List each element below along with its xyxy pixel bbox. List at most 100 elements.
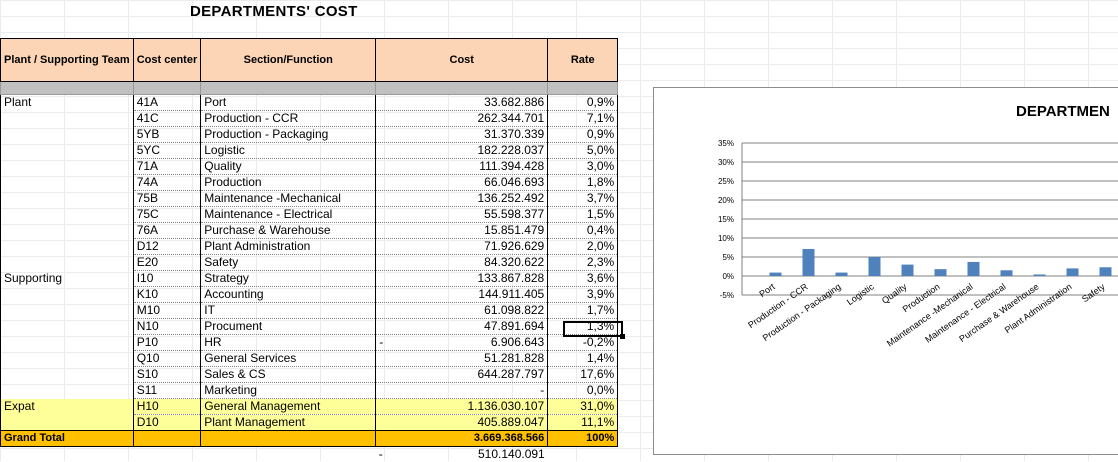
cell-cost-center[interactable]: I10 <box>133 271 201 287</box>
cell-rate[interactable]: 1,5% <box>548 207 618 223</box>
cell-cost[interactable]: 31.370.339 <box>376 127 548 143</box>
cell-cost[interactable]: 84.320.622 <box>376 255 548 271</box>
cell-rate[interactable]: 3,0% <box>548 159 618 175</box>
cell-cost[interactable]: 182.228.037 <box>376 143 548 159</box>
cell-cost-center[interactable]: 75B <box>133 191 201 207</box>
cell-cost-center[interactable]: 5YB <box>133 127 201 143</box>
cell-rate[interactable]: 11,1% <box>548 415 618 431</box>
cell-rate[interactable]: 0,0% <box>548 383 618 399</box>
cell-cost-center[interactable]: S11 <box>133 383 201 399</box>
cell-section[interactable]: Safety <box>201 255 376 271</box>
cell-section[interactable]: Port <box>201 95 376 111</box>
cell-cost-center[interactable]: 41C <box>133 111 201 127</box>
grand-total-cost[interactable]: 3.669.368.566 <box>376 431 548 447</box>
cell-group[interactable] <box>1 191 134 207</box>
cell-section[interactable]: Accounting <box>201 287 376 303</box>
cell-cost-center[interactable]: 75C <box>133 207 201 223</box>
cell-group[interactable] <box>1 303 134 319</box>
cell-cost[interactable]: 55.598.377 <box>376 207 548 223</box>
cell-group[interactable] <box>1 335 134 351</box>
header-cost[interactable]: Cost <box>376 39 548 82</box>
header-plant[interactable]: Plant / Supporting Team <box>1 39 134 82</box>
cell-rate[interactable]: 31,0% <box>548 399 618 415</box>
cell-rate[interactable]: 0,4% <box>548 223 618 239</box>
gap-cell[interactable] <box>1 82 134 95</box>
header-rate[interactable]: Rate <box>548 39 618 82</box>
cell-rate[interactable]: 5,0% <box>548 143 618 159</box>
cell-group[interactable] <box>1 255 134 271</box>
cell-cost[interactable]: 1.136.030.107 <box>376 399 548 415</box>
cell-rate[interactable]: 7,1% <box>548 111 618 127</box>
cell-empty[interactable] <box>133 447 201 462</box>
cell-cost-center[interactable]: N10 <box>133 319 201 335</box>
cell-cost[interactable]: 144.911.405 <box>376 287 548 303</box>
cell-section[interactable]: Marketing <box>201 383 376 399</box>
cell-cost-center[interactable]: 71A <box>133 159 201 175</box>
cell-group[interactable] <box>1 383 134 399</box>
cell-section[interactable]: Sales & CS <box>201 367 376 383</box>
cell-cost-center[interactable]: E20 <box>133 255 201 271</box>
cell-group[interactable] <box>1 111 134 127</box>
cell-section[interactable]: HR <box>201 335 376 351</box>
cell-section[interactable]: Maintenance - Electrical <box>201 207 376 223</box>
cell-group[interactable] <box>1 175 134 191</box>
cell-cost[interactable]: 66.046.693 <box>376 175 548 191</box>
cell-section[interactable]: General Services <box>201 351 376 367</box>
cell-cost[interactable]: 133.867.828 <box>376 271 548 287</box>
gap-cell[interactable] <box>376 82 548 95</box>
cell-empty[interactable] <box>548 447 618 462</box>
cell-section[interactable]: Production - Packaging <box>201 127 376 143</box>
cell-cost[interactable]: 405.889.047 <box>376 415 548 431</box>
cell-cost[interactable]: 51.281.828 <box>376 351 548 367</box>
cell-section[interactable]: Logistic <box>201 143 376 159</box>
cell-group[interactable]: Expat <box>1 399 134 415</box>
cell-section[interactable]: Plant Administration <box>201 239 376 255</box>
cell-cost[interactable]: 644.287.797 <box>376 367 548 383</box>
cell-rate[interactable]: 2,3% <box>548 255 618 271</box>
cell-section[interactable]: Production <box>201 175 376 191</box>
cell-cost[interactable]: 15.851.479 <box>376 223 548 239</box>
cell-section[interactable]: Strategy <box>201 271 376 287</box>
cell-rate[interactable]: 0,9% <box>548 95 618 111</box>
cell-group[interactable] <box>1 207 134 223</box>
cell-cost-center[interactable]: P10 <box>133 335 201 351</box>
cell-rate[interactable]: 1,7% <box>548 303 618 319</box>
cell-cost-center[interactable]: 41A <box>133 95 201 111</box>
cell-empty[interactable] <box>201 431 376 447</box>
cell-empty[interactable] <box>1 447 134 462</box>
cell-cost-center[interactable]: H10 <box>133 399 201 415</box>
cell-group[interactable] <box>1 159 134 175</box>
cell-cost[interactable]: 262.344.701 <box>376 111 548 127</box>
header-section[interactable]: Section/Function <box>201 39 376 82</box>
cell-cost-center[interactable]: D12 <box>133 239 201 255</box>
gap-cell[interactable] <box>548 82 618 95</box>
cell-cost-center[interactable]: Q10 <box>133 351 201 367</box>
cell-section[interactable]: Plant Management <box>201 415 376 431</box>
cell-cost-center[interactable]: 76A <box>133 223 201 239</box>
cell-section[interactable]: Quality <box>201 159 376 175</box>
cell-group[interactable] <box>1 223 134 239</box>
cell-cost-center[interactable]: M10 <box>133 303 201 319</box>
cell-group[interactable]: Supporting <box>1 271 134 287</box>
cell-cost[interactable]: - <box>376 383 548 399</box>
cell-rate[interactable]: 2,0% <box>548 239 618 255</box>
cell-group[interactable] <box>1 367 134 383</box>
active-cell-selection[interactable] <box>563 321 623 337</box>
cell-section[interactable]: Production - CCR <box>201 111 376 127</box>
cell-rate[interactable]: 3,9% <box>548 287 618 303</box>
cell-section[interactable]: IT <box>201 303 376 319</box>
cell-section[interactable]: Maintenance -Mechanical <box>201 191 376 207</box>
cell-cost[interactable]: 136.252.492 <box>376 191 548 207</box>
cell-section[interactable]: General Management <box>201 399 376 415</box>
grand-total-rate[interactable]: 100% <box>548 431 618 447</box>
cell-group[interactable] <box>1 351 134 367</box>
cell-cost-center[interactable]: D10 <box>133 415 201 431</box>
cell-group[interactable] <box>1 415 134 431</box>
cell-cost-center[interactable]: K10 <box>133 287 201 303</box>
cell-group[interactable] <box>1 287 134 303</box>
cell-section[interactable]: Procument <box>201 319 376 335</box>
cell-cost[interactable]: 71.926.629 <box>376 239 548 255</box>
cell-cost[interactable]: 111.394.428 <box>376 159 548 175</box>
grand-total-label[interactable]: Grand Total <box>1 431 134 447</box>
cell-cost[interactable]: 33.682.886 <box>376 95 548 111</box>
